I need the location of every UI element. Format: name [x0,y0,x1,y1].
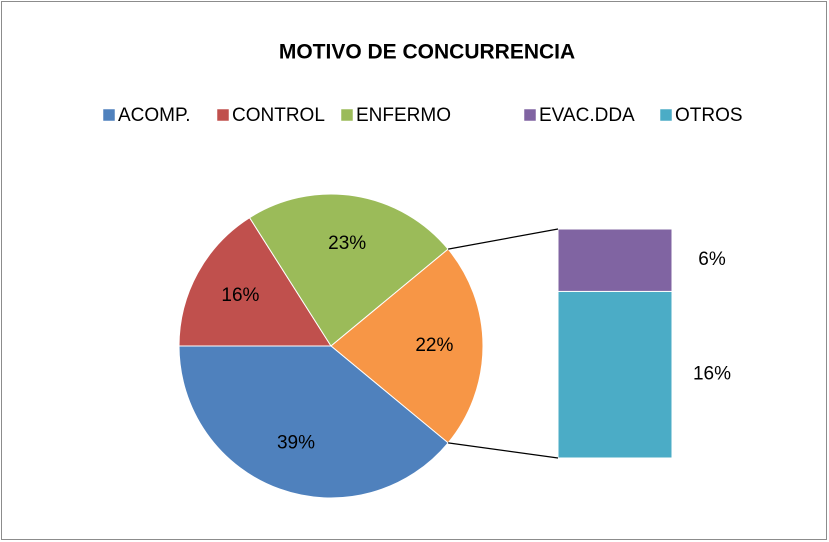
legend-swatch [216,108,230,122]
data-label: 23% [328,233,366,254]
connector-line [448,228,559,250]
legend-label: OTROS [675,105,743,126]
chart-title: MOTIVO DE CONCURRENCIA [279,41,575,64]
legend-swatch [102,108,116,122]
bar-segment [557,290,673,459]
pie-slice [178,345,449,499]
legend-label: ENFERMO [356,105,451,126]
data-label: 6% [698,249,726,270]
legend-swatch [659,108,673,122]
bar-segment [557,228,673,292]
pie-slice [248,193,449,347]
data-label: 39% [277,432,315,453]
data-label: 16% [221,285,259,306]
pie-slice [178,216,332,347]
data-label: 22% [415,335,453,356]
data-label: 16% [693,364,731,385]
legend-label: ACOMP. [118,105,191,126]
pie-slice [330,248,484,444]
legend-swatch [340,108,354,122]
connector-line [448,442,559,459]
legend-swatch [523,108,537,122]
legend-label: CONTROL [232,105,325,126]
legend-label: EVAC.DDA [539,105,635,126]
